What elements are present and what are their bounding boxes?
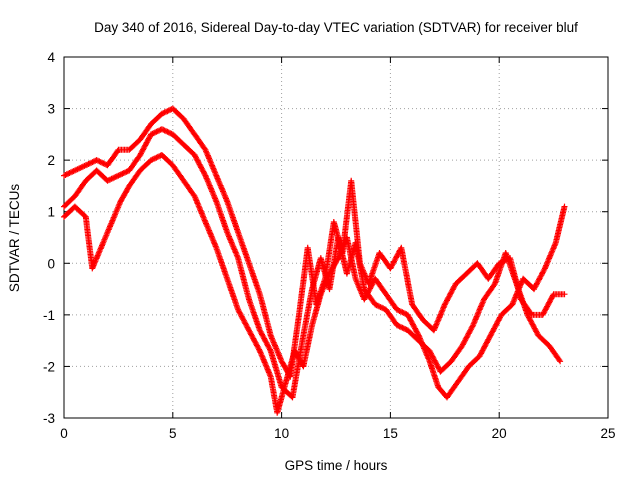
x-tick-label: 0 [60, 426, 68, 441]
y-tick-label: -3 [43, 411, 55, 426]
chart-title: Day 340 of 2016, Sidereal Day-to-day VTE… [94, 20, 578, 35]
series-markers [61, 152, 568, 416]
x-tick-label: 15 [383, 426, 398, 441]
x-tick-label: 20 [492, 426, 507, 441]
series-track-3 [61, 152, 568, 416]
y-tick-label: 2 [47, 153, 55, 168]
y-tick-label: 1 [47, 205, 55, 220]
x-axis-label: GPS time / hours [285, 458, 388, 473]
y-axis-label: SDTVAR / TECUs [7, 184, 22, 293]
plot-frame [63, 56, 609, 419]
y-tick-label: -1 [43, 308, 55, 323]
x-tick-label: 25 [600, 426, 615, 441]
y-tick-label: -2 [43, 359, 55, 374]
x-tick-label: 10 [274, 426, 289, 441]
data-series [61, 105, 568, 416]
x-tick-label: 5 [169, 426, 177, 441]
axis-ticks: 0 5 10 15 20 25 -3 -2 -1 0 1 2 3 4 [43, 50, 616, 441]
y-tick-label: 3 [47, 102, 55, 117]
y-tick-label: 0 [47, 256, 55, 271]
y-tick-label: 4 [47, 50, 55, 65]
